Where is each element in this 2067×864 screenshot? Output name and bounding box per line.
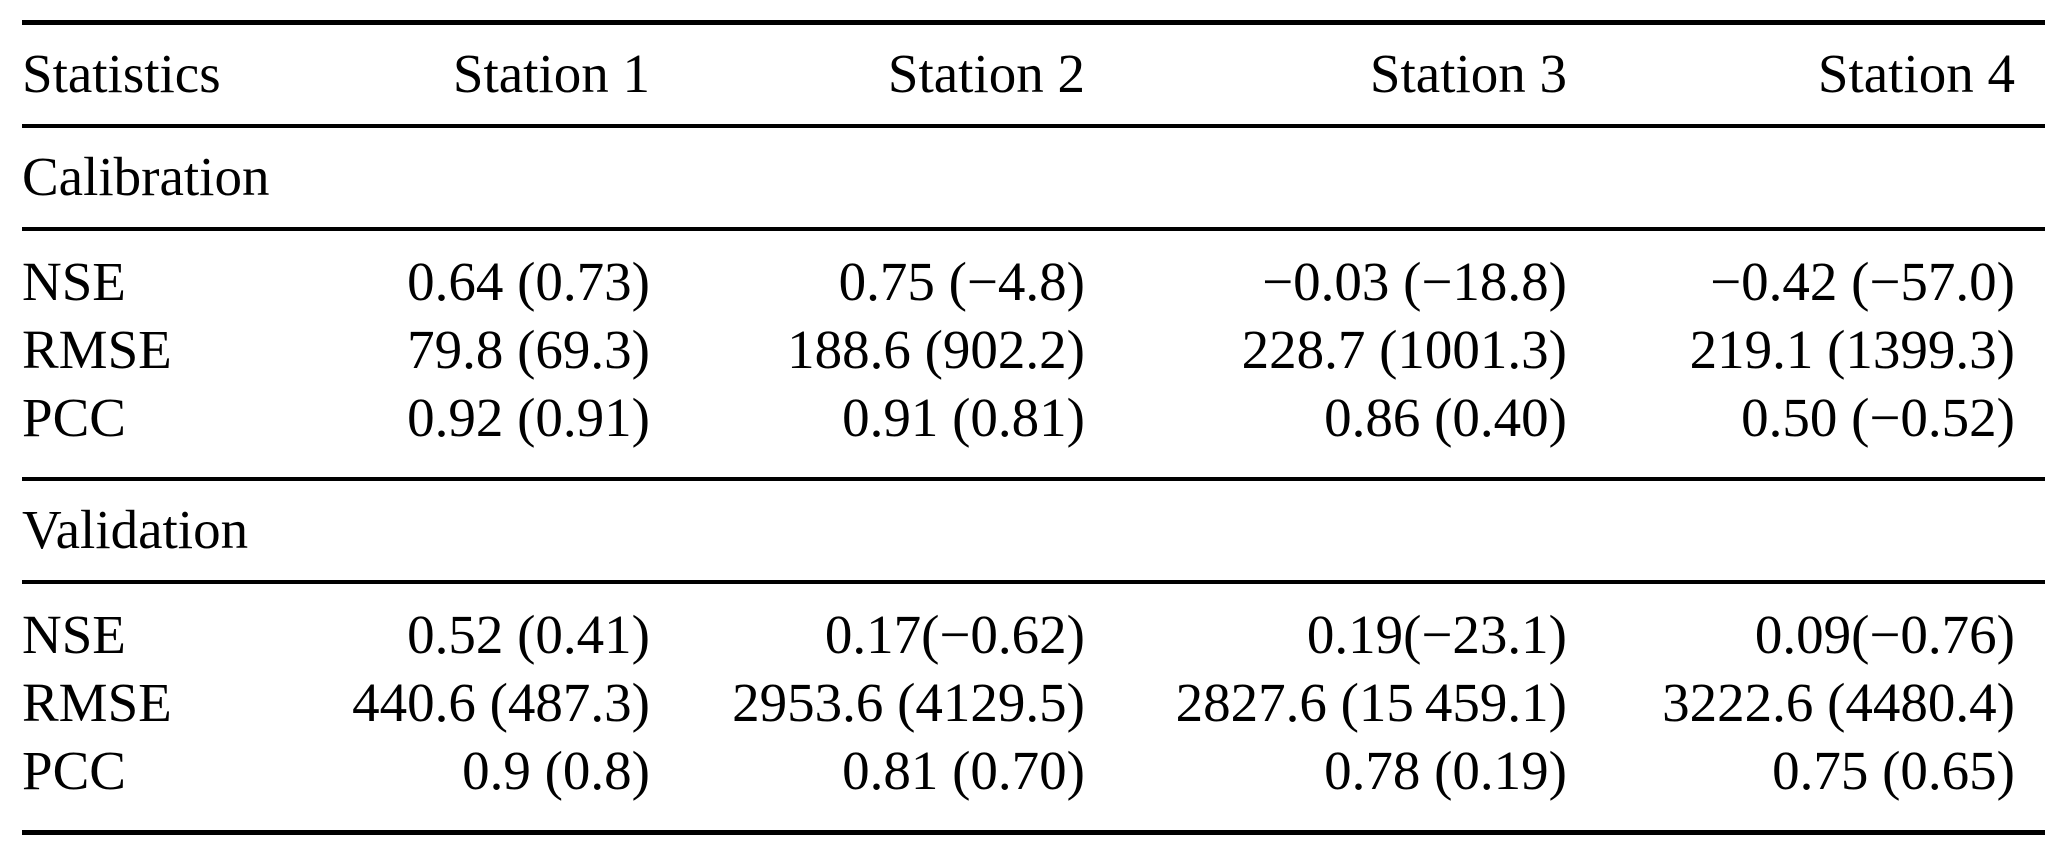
row-label-pcc: PCC bbox=[22, 386, 126, 448]
value-cell: −0.42 (−57.0) bbox=[1710, 250, 2015, 312]
value-cell: 3222.6 (4480.4) bbox=[1662, 671, 2015, 733]
calibration-data: NSE 0.64 (0.73) 0.75 (−4.8) −0.03 (−18.8… bbox=[22, 229, 2045, 479]
col-header-station-4: Station 4 bbox=[1817, 43, 2015, 105]
value-cell: 0.75 (−4.8) bbox=[838, 250, 1085, 312]
value-cell: 0.09(−0.76) bbox=[1754, 603, 2015, 665]
value-cell: 0.50 (−0.52) bbox=[1741, 386, 2015, 448]
value-cell: 228.7 (1001.3) bbox=[1241, 318, 1567, 380]
value-cell: 440.6 (487.3) bbox=[352, 671, 650, 733]
value-cell: 0.64 (0.73) bbox=[407, 250, 650, 312]
row-label-nse: NSE bbox=[22, 250, 126, 312]
validation-data: NSE 0.52 (0.41) 0.17(−0.62) 0.19(−23.1) … bbox=[22, 582, 2045, 833]
col-header-station-1: Station 1 bbox=[452, 43, 650, 105]
header-row: Statistics Station 1 Station 2 Station 3… bbox=[22, 23, 2045, 126]
col-header-station-2: Station 2 bbox=[887, 43, 1085, 105]
value-cell: 2827.6 (15 459.1) bbox=[1175, 671, 1567, 733]
value-cell: 0.9 (0.8) bbox=[462, 739, 650, 801]
value-cell: 188.6 (902.2) bbox=[787, 318, 1085, 380]
row-label-nse: NSE bbox=[22, 603, 126, 665]
row-label-pcc: PCC bbox=[22, 739, 126, 801]
value-cell: 2953.6 (4129.5) bbox=[732, 671, 1085, 733]
table-row: RMSE 440.6 (487.3) 2953.6 (4129.5) 2827.… bbox=[22, 668, 2045, 738]
value-cell: 0.91 (0.81) bbox=[842, 386, 1085, 448]
table-row: PCC 0.9 (0.8) 0.81 (0.70) 0.78 (0.19) 0.… bbox=[22, 738, 2045, 833]
calibration-section-header: Calibration bbox=[22, 126, 2045, 229]
table-row: RMSE 79.8 (69.3) 188.6 (902.2) 228.7 (10… bbox=[22, 315, 2045, 385]
value-cell: 0.86 (0.40) bbox=[1324, 386, 1567, 448]
validation-section-header: Validation bbox=[22, 479, 2045, 582]
value-cell: 0.78 (0.19) bbox=[1324, 739, 1567, 801]
value-cell: 0.75 (0.65) bbox=[1772, 739, 2015, 801]
row-label-rmse: RMSE bbox=[22, 318, 172, 380]
value-cell: 0.19(−23.1) bbox=[1306, 603, 1567, 665]
section-row: Calibration bbox=[22, 126, 2045, 229]
value-cell: 0.81 (0.70) bbox=[842, 739, 1085, 801]
value-cell: −0.03 (−18.8) bbox=[1262, 250, 1567, 312]
col-header-station-3: Station 3 bbox=[1369, 43, 1567, 105]
value-cell: 0.92 (0.91) bbox=[407, 386, 650, 448]
table-row: NSE 0.52 (0.41) 0.17(−0.62) 0.19(−23.1) … bbox=[22, 582, 2045, 668]
section-label-calibration: Calibration bbox=[22, 146, 270, 207]
table-row: PCC 0.92 (0.91) 0.91 (0.81) 0.86 (0.40) … bbox=[22, 385, 2045, 479]
value-cell: 79.8 (69.3) bbox=[407, 318, 650, 380]
row-label-rmse: RMSE bbox=[22, 671, 172, 733]
value-cell: 219.1 (1399.3) bbox=[1689, 318, 2015, 380]
value-cell: 0.17(−0.62) bbox=[824, 603, 1085, 665]
col-header-statistics: Statistics bbox=[22, 43, 221, 105]
table-row: NSE 0.64 (0.73) 0.75 (−4.8) −0.03 (−18.8… bbox=[22, 229, 2045, 315]
value-cell: 0.52 (0.41) bbox=[407, 603, 650, 665]
table-header: Statistics Station 1 Station 2 Station 3… bbox=[22, 23, 2045, 126]
section-label-validation: Validation bbox=[22, 499, 249, 560]
results-table: Statistics Station 1 Station 2 Station 3… bbox=[22, 20, 2045, 835]
section-row: Validation bbox=[22, 479, 2045, 582]
